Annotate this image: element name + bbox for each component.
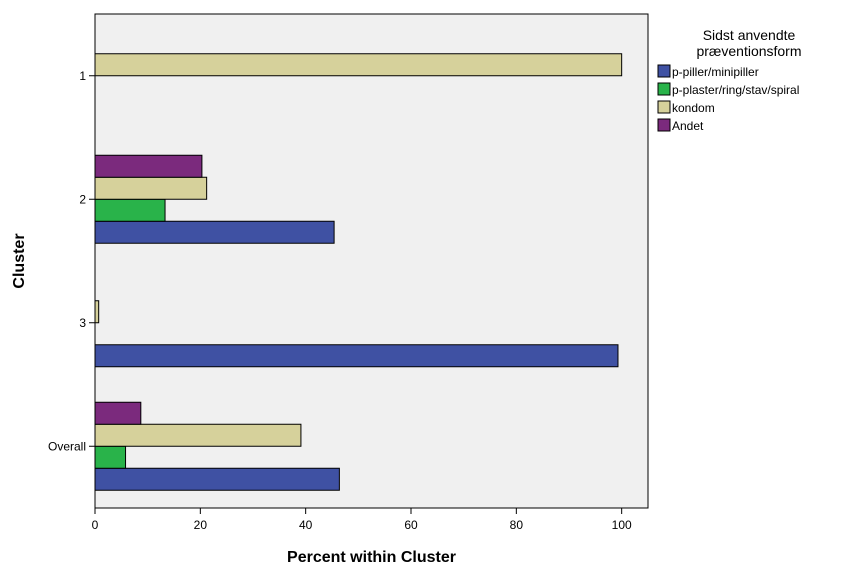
x-tick-label: 100 [612,518,632,532]
y-axis: 1 2 3 Overall [48,69,95,453]
bar-overall-0 [94,467,340,491]
x-tick-label: 20 [194,518,208,532]
y-tick-label: Overall [48,439,86,453]
x-axis: 0 20 40 60 80 100 [92,508,632,532]
legend-label: p-piller/minipiller [672,65,759,79]
y-tick-label: 1 [79,69,86,83]
legend-swatch [657,64,671,78]
legend-swatch [657,100,671,114]
legend-swatch [657,82,671,96]
y-axis-title: Cluster [11,233,28,288]
x-tick-label: 80 [510,518,524,532]
bars-group [94,53,623,491]
bar-overall-2 [94,423,302,447]
bar-2-2 [94,176,208,200]
legend-label: Andet [672,119,704,133]
legend-title-line-1: Sidst anvendte [703,27,796,43]
bar-overall-3 [94,401,142,425]
legend-title-line-2: præventionsform [696,43,801,59]
legend: Sidst anvendte præventionsform p-piller/… [657,27,802,133]
legend-label: p-plaster/ring/stav/spiral [672,83,799,97]
bar-2-0 [94,220,335,244]
y-tick-label: 2 [79,192,86,206]
legend-swatch [657,118,671,132]
x-tick-label: 0 [92,518,99,532]
legend-label: kondom [672,101,715,115]
x-tick-label: 60 [404,518,418,532]
bar-3-2 [94,300,100,324]
bar-3-0 [94,344,619,368]
bar-overall-1 [94,445,127,469]
bar-2-1 [94,198,166,222]
bar-2-3 [94,154,203,178]
bar-1-2 [94,53,623,77]
x-axis-title: Percent within Cluster [287,549,456,566]
x-tick-label: 40 [299,518,313,532]
y-tick-label: 3 [79,316,86,330]
